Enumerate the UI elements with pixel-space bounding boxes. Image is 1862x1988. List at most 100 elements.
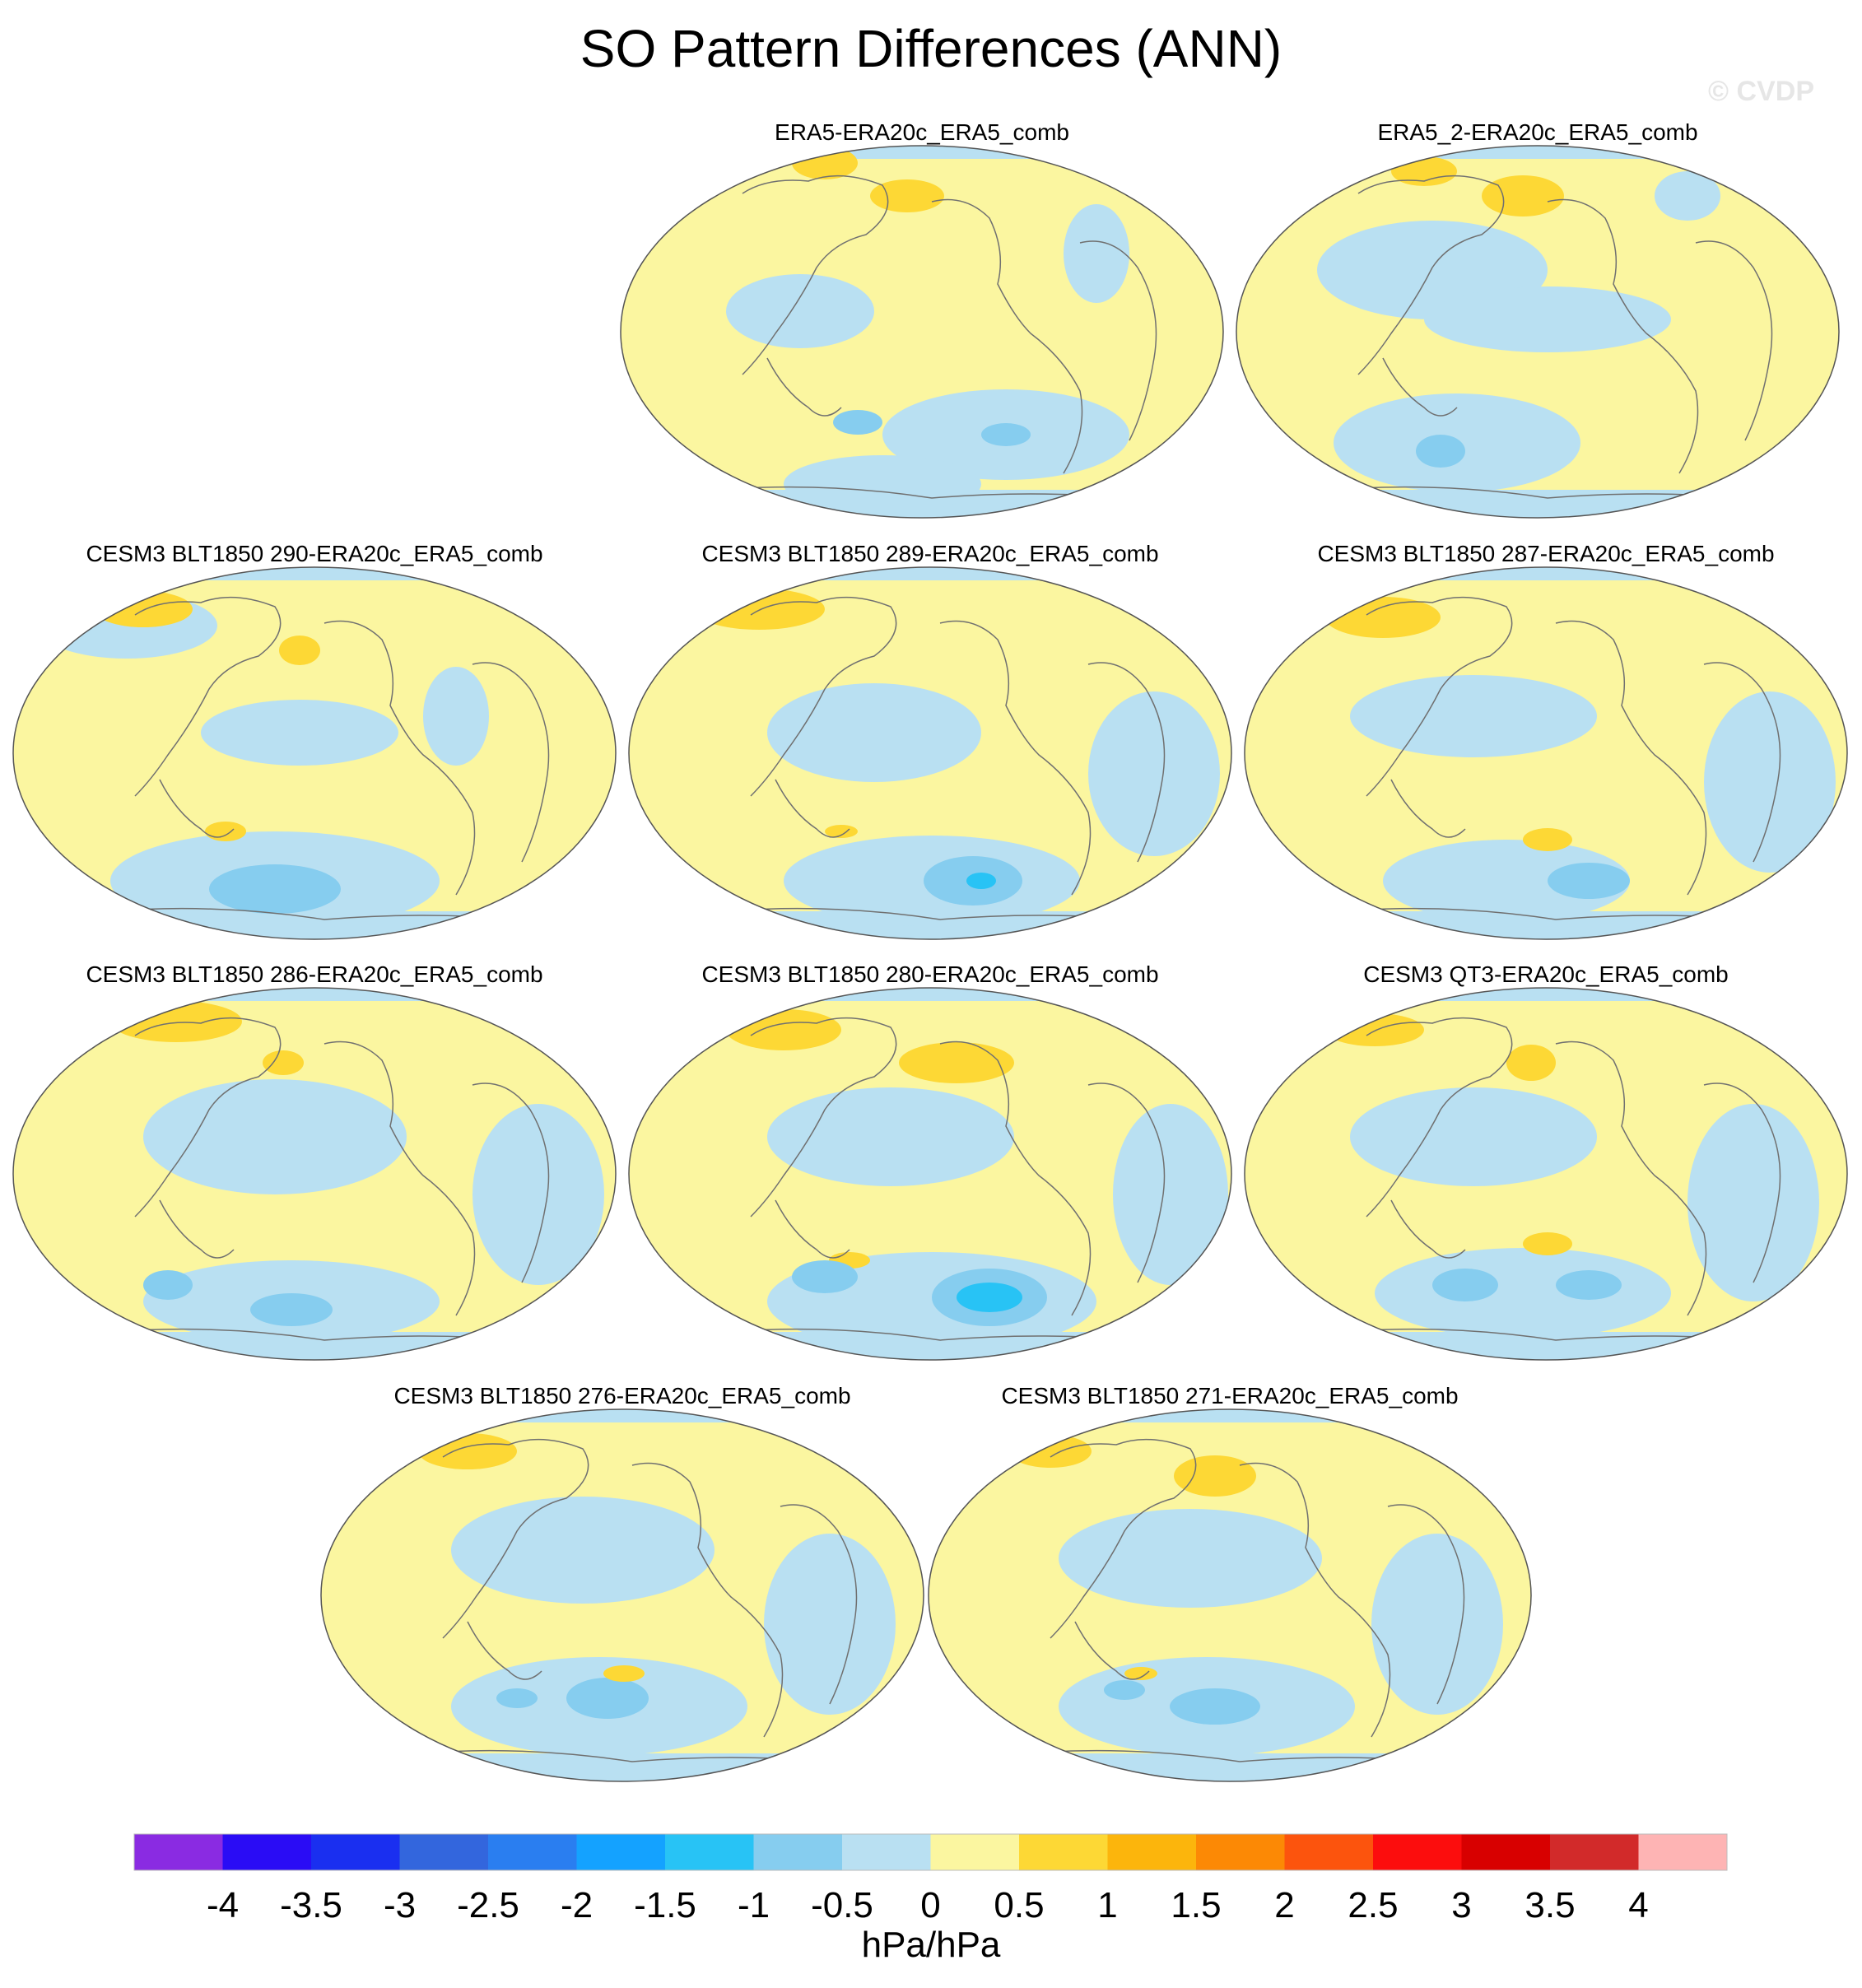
coastline bbox=[1079, 240, 1157, 441]
anomaly-contour bbox=[1523, 828, 1572, 851]
anomaly-contour bbox=[957, 1283, 1022, 1312]
map-border bbox=[320, 1408, 924, 1782]
panel-title: CESM3 BLT1850 280-ERA20c_ERA5_comb bbox=[701, 961, 1159, 987]
map-panel: CESM3 BLT1850 290-ERA20c_ERA5_comb bbox=[12, 541, 617, 952]
coastline bbox=[1366, 596, 1513, 797]
colorbar-box bbox=[753, 1834, 843, 1870]
anomaly-contour bbox=[1482, 175, 1564, 216]
coastline bbox=[1341, 907, 1754, 920]
coastline bbox=[417, 1749, 831, 1762]
anomaly-contour bbox=[1424, 286, 1671, 352]
coastline bbox=[324, 1041, 476, 1316]
anomaly-contour bbox=[110, 1001, 242, 1042]
map-panel: CESM3 QT3-ERA20c_ERA5_comb bbox=[1243, 961, 1849, 1373]
anomaly-contour bbox=[423, 667, 489, 766]
colorbar-box bbox=[1638, 1834, 1728, 1870]
anomaly-contour bbox=[792, 1260, 858, 1293]
colorbar-box bbox=[1107, 1834, 1197, 1870]
colorbar-box bbox=[1373, 1834, 1462, 1870]
panel-title: ERA5-ERA20c_ERA5_comb bbox=[775, 119, 1069, 145]
anomaly-contour bbox=[1506, 1045, 1556, 1081]
coastline bbox=[1366, 1017, 1513, 1217]
anomaly-contour bbox=[764, 1534, 896, 1715]
polar-band bbox=[321, 1753, 924, 1781]
coastline bbox=[939, 620, 1092, 896]
map-border bbox=[928, 1408, 1532, 1782]
colorbar-tick-label: 2 bbox=[1274, 1885, 1295, 1925]
anomaly-contour bbox=[1325, 1013, 1424, 1046]
panel-title: ERA5_2-ERA20c_ERA5_comb bbox=[1377, 119, 1698, 145]
anomaly-contour bbox=[201, 700, 398, 766]
anomaly-contour bbox=[250, 1293, 333, 1326]
colorbar-tick-label: -2 bbox=[560, 1885, 594, 1925]
anomaly-contour bbox=[1416, 435, 1465, 468]
coastline bbox=[1050, 1438, 1197, 1639]
anomaly-contour bbox=[603, 1665, 645, 1682]
colorbar-tick-label: -1.5 bbox=[634, 1885, 696, 1925]
coastline bbox=[1333, 486, 1746, 499]
colorbar-box bbox=[222, 1834, 312, 1870]
anomaly-contour bbox=[1375, 1248, 1671, 1339]
colorbar-tick-label: -3.5 bbox=[280, 1885, 342, 1925]
coastline bbox=[1390, 1199, 1466, 1259]
colorbar-tick-label: 4 bbox=[1628, 1885, 1649, 1925]
anomaly-contour bbox=[209, 864, 341, 914]
colorbar bbox=[133, 1833, 1728, 1871]
map-panel: ERA5_2-ERA20c_ERA5_comb bbox=[1235, 119, 1841, 531]
map-plot bbox=[628, 987, 1232, 1361]
map-panel: CESM3 BLT1850 289-ERA20c_ERA5_comb bbox=[627, 541, 1233, 952]
anomaly-contour bbox=[693, 589, 825, 630]
coastline bbox=[1695, 240, 1773, 441]
colorbar-box bbox=[576, 1834, 666, 1870]
colorbar-tick-label: 0 bbox=[920, 1885, 941, 1925]
anomaly-contour bbox=[1655, 171, 1720, 221]
coastline bbox=[1703, 662, 1781, 863]
anomaly-contour bbox=[1059, 1509, 1322, 1608]
map-border bbox=[12, 566, 617, 940]
map-plot bbox=[1236, 145, 1840, 519]
coastline bbox=[1390, 779, 1466, 838]
map-border bbox=[628, 566, 1232, 940]
panel-title: CESM3 BLT1850 271-ERA20c_ERA5_comb bbox=[1001, 1383, 1459, 1408]
map-plot bbox=[620, 145, 1224, 519]
coastline bbox=[472, 1082, 550, 1283]
panel-title: CESM3 QT3-ERA20c_ERA5_comb bbox=[1363, 961, 1729, 987]
coastline bbox=[1025, 1749, 1438, 1762]
coastline bbox=[1387, 1504, 1465, 1705]
panel-title: CESM3 BLT1850 290-ERA20c_ERA5_comb bbox=[86, 541, 543, 566]
panel-title: CESM3 BLT1850 276-ERA20c_ERA5_comb bbox=[393, 1383, 851, 1408]
map-panel: CESM3 BLT1850 287-ERA20c_ERA5_comb bbox=[1243, 541, 1849, 952]
anomaly-contour bbox=[1523, 1232, 1572, 1255]
colorbar-outline bbox=[133, 1833, 1728, 1871]
anomaly-contour bbox=[1088, 691, 1220, 856]
colorbar-tick-label: -2.5 bbox=[457, 1885, 519, 1925]
coastline bbox=[109, 1328, 523, 1341]
anomaly-contour bbox=[1350, 675, 1597, 757]
colorbar-tick-label: 3 bbox=[1451, 1885, 1472, 1925]
panel-title: CESM3 BLT1850 289-ERA20c_ERA5_comb bbox=[701, 541, 1159, 566]
colorbar-tick-label: 0.5 bbox=[994, 1885, 1045, 1925]
colorbar-box bbox=[1284, 1834, 1374, 1870]
anomaly-contour bbox=[981, 423, 1031, 446]
coastline bbox=[1239, 1462, 1391, 1738]
anomaly-contour bbox=[899, 1042, 1014, 1083]
map-panel: CESM3 BLT1850 271-ERA20c_ERA5_comb bbox=[927, 1383, 1533, 1795]
anomaly-contour bbox=[1009, 1435, 1092, 1468]
coastline bbox=[159, 779, 235, 838]
coastline bbox=[159, 1199, 235, 1259]
map-plot bbox=[1244, 566, 1848, 940]
coastline bbox=[1357, 175, 1505, 375]
coastline bbox=[1341, 1328, 1754, 1341]
coastline bbox=[1555, 1041, 1707, 1316]
anomaly-contour bbox=[833, 410, 882, 435]
map-border bbox=[12, 987, 617, 1361]
coastline bbox=[766, 357, 842, 417]
polar-band bbox=[929, 1753, 1531, 1781]
colorbar-tick-label: -0.5 bbox=[811, 1885, 873, 1925]
coastline bbox=[134, 1017, 282, 1217]
map-panel: CESM3 BLT1850 280-ERA20c_ERA5_comb bbox=[627, 961, 1233, 1373]
coastline bbox=[725, 907, 1138, 920]
colorbar-tick-label: -3 bbox=[383, 1885, 417, 1925]
colorbar-box bbox=[1550, 1834, 1639, 1870]
map-border bbox=[1236, 145, 1840, 519]
